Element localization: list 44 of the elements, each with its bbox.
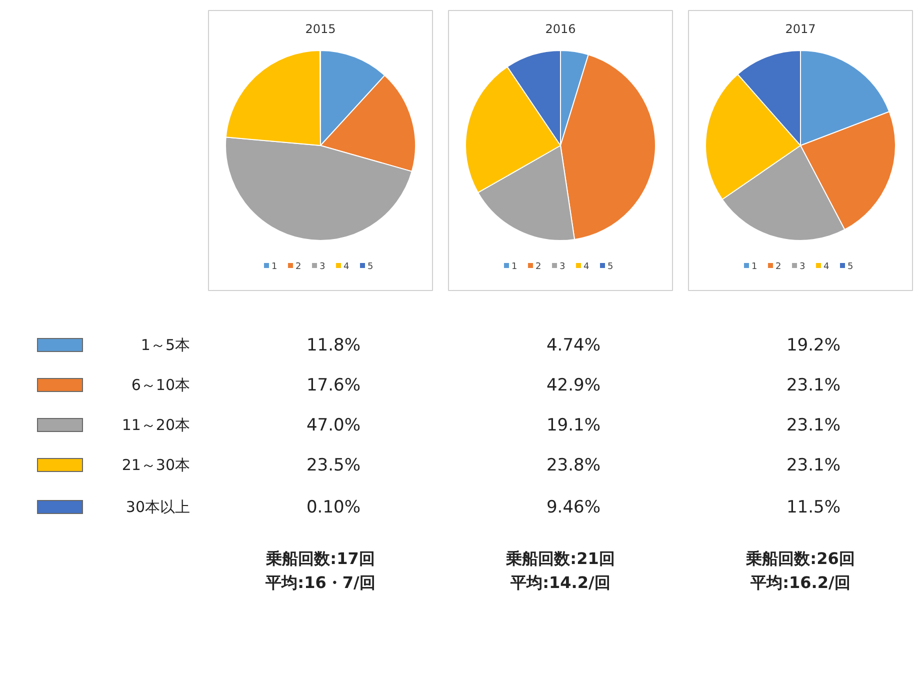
legend-label: 1 (512, 262, 518, 272)
text: 23.1% (786, 456, 841, 476)
text: 11.8% (306, 336, 361, 356)
chart-title: 2017 (785, 22, 816, 36)
text: 42.9% (546, 376, 601, 396)
text: 30本以上 (126, 497, 190, 517)
legend-label: 2 (776, 262, 782, 272)
legend-label: 5 (368, 262, 374, 272)
text: 平均:14.2/回 (510, 573, 610, 592)
text: 9.46% (546, 498, 601, 518)
text: 乗船回数:21回 (505, 549, 615, 568)
legend-label: 1 (272, 262, 278, 272)
text: 4.74% (546, 336, 601, 356)
legend-label: 5 (848, 262, 854, 272)
text: 47.0% (306, 416, 361, 436)
legend-label: 3 (560, 262, 566, 272)
text: 17.6% (306, 376, 361, 396)
text: 21～30本 (122, 455, 190, 475)
text: 23.1% (786, 376, 841, 396)
legend-label: 4 (344, 262, 350, 272)
legend-label: 4 (824, 262, 830, 272)
chart-title: 2016 (545, 22, 576, 36)
text: 平均:16.2/回 (750, 573, 850, 592)
chart-title: 2015 (305, 22, 336, 36)
text: 23.5% (306, 456, 361, 476)
legend-label: 3 (800, 262, 806, 272)
text: 1～5本 (140, 335, 190, 355)
text: 23.1% (786, 416, 841, 436)
text: 乗船回数:17回 (265, 549, 375, 568)
legend-label: 2 (296, 262, 302, 272)
legend-label: 4 (584, 262, 590, 272)
text: 0.10% (306, 498, 361, 518)
text: 19.1% (546, 416, 601, 436)
text: 19.2% (786, 336, 841, 356)
legend-label: 2 (536, 262, 542, 272)
text: 平均:16・7/回 (264, 573, 376, 592)
text: 乗船回数:26回 (745, 549, 855, 568)
legend-label: 5 (608, 262, 614, 272)
text: 11.5% (786, 498, 841, 518)
legend-label: 1 (752, 262, 758, 272)
text: 23.8% (546, 456, 601, 476)
legend-label: 3 (320, 262, 326, 272)
text: 6～10本 (131, 375, 190, 395)
text: 11～20本 (122, 415, 190, 435)
